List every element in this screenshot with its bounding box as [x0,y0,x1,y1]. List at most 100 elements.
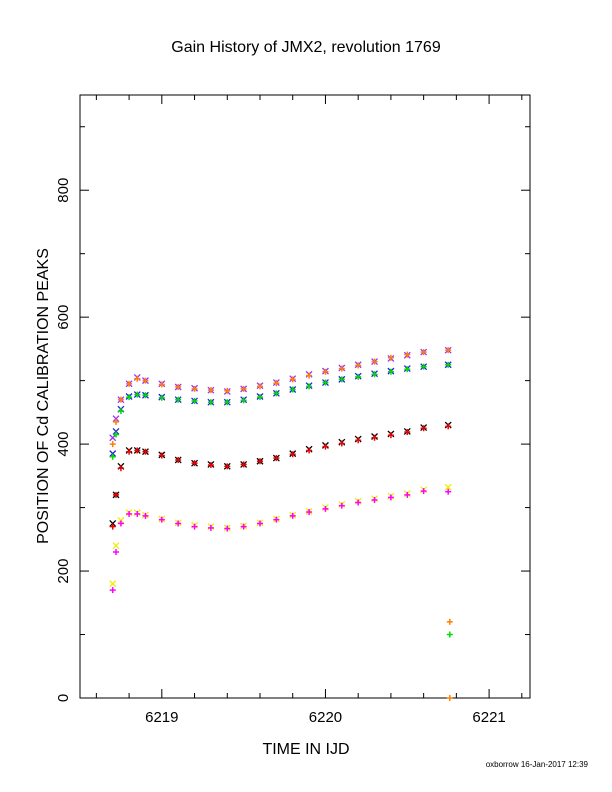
data-point [322,368,329,375]
data-point [109,580,117,588]
series-2 [109,361,452,458]
data-point [387,368,394,375]
y-axis: 0 200 400 600 800 [55,126,530,702]
data-point [446,631,453,638]
data-point [191,385,198,392]
data-point [175,383,182,390]
data-point [109,519,117,527]
data-point [134,447,141,454]
y-tick-label: 400 [55,432,72,457]
series-7 [109,488,452,594]
data-point [420,349,427,356]
data-point [404,491,411,498]
data-point [338,502,345,509]
data-point [338,440,345,447]
data-point [117,516,125,524]
data-point [126,510,133,517]
data-point [109,434,117,442]
data-point [257,520,263,527]
y-tick-label: 800 [55,178,72,203]
data-series [109,346,453,701]
data-point [109,587,116,594]
data-point [445,347,452,354]
data-point [134,375,141,382]
data-point [420,363,427,370]
data-point [113,491,119,498]
data-point [355,362,362,369]
x-axis: 6219 6220 6221 [95,95,523,726]
data-point [240,461,247,468]
data-point [126,394,133,401]
data-point [445,488,452,495]
data-point [224,463,231,470]
data-point [289,386,296,393]
data-point [117,520,124,527]
data-point [404,366,411,373]
data-point [207,524,214,531]
data-point [257,458,263,465]
series-4 [109,421,452,527]
data-point [240,385,247,392]
series-8 [446,618,453,701]
data-point [446,695,453,701]
data-point [371,358,378,365]
data-point [371,371,378,378]
data-point [273,455,280,462]
data-point [322,443,329,450]
data-point [355,499,362,506]
data-point [117,465,124,472]
data-point [191,397,198,404]
data-point [371,434,378,441]
y-axis-label: POSITION OF Cd CALIBRATION PEAKS [35,248,52,544]
series-5 [109,423,452,530]
data-point [387,494,394,501]
data-point [306,447,313,454]
footer-credit: oxborrow 16-Jan-2017 12:39 [486,760,589,769]
data-point [126,380,133,387]
data-point [175,396,182,403]
data-point [322,379,329,386]
data-point [240,397,247,404]
data-point [126,448,133,455]
data-point [158,516,165,523]
data-point [113,418,119,425]
data-point [404,429,411,436]
series-6 [109,483,452,588]
data-point [338,365,345,372]
data-point [224,525,231,532]
data-point [224,399,231,406]
data-point [289,376,296,383]
data-point [404,351,411,358]
data-point [142,377,149,384]
data-point [306,383,313,390]
data-point [355,373,362,380]
data-point [112,415,120,423]
y-tick-label: 0 [55,694,72,702]
data-point [109,453,116,460]
data-point [446,618,453,625]
x-tick-label: 6219 [145,709,178,726]
plot-frame [79,94,531,699]
data-point [113,431,119,438]
data-point [142,512,149,519]
data-point [207,387,214,394]
data-point [273,390,280,397]
data-point [109,441,116,448]
data-point [109,450,117,458]
data-point [338,376,345,383]
y-tick-label: 600 [55,305,72,330]
data-point [289,451,296,458]
data-point [273,516,280,523]
y-tick-label: 200 [55,559,72,584]
data-point [109,523,116,530]
data-point [142,392,149,399]
data-point [355,437,362,444]
data-point [158,394,165,401]
x-axis-label: TIME IN IJD [262,741,349,758]
data-point [371,496,378,503]
data-point [224,387,231,394]
data-point [113,549,119,556]
data-point [175,520,182,527]
data-point [191,523,198,530]
series-1 [109,347,452,448]
